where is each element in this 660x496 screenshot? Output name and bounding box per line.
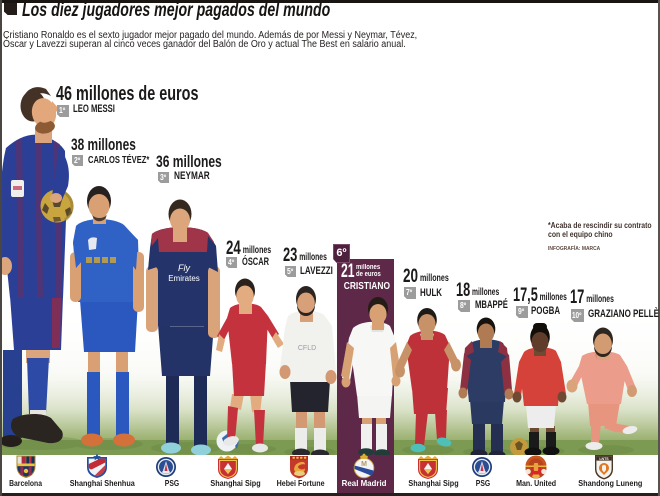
- svg-text:M: M: [361, 461, 367, 468]
- svg-text:Fly: Fly: [178, 263, 190, 273]
- svg-text:LNTS: LNTS: [599, 457, 609, 461]
- svg-text:CFLD: CFLD: [298, 345, 316, 352]
- svg-text:Emirates: Emirates: [168, 274, 200, 283]
